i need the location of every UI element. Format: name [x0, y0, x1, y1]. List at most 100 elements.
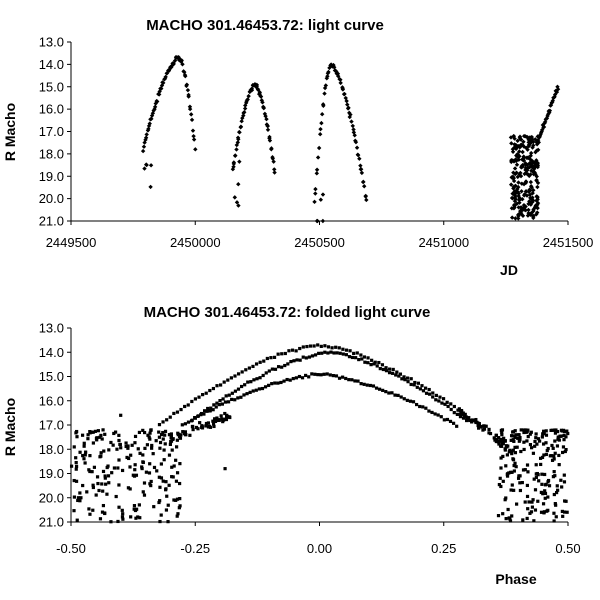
data-point	[151, 108, 156, 113]
data-point	[163, 74, 168, 80]
data-point	[191, 424, 195, 429]
data-point	[121, 517, 125, 521]
data-point	[523, 179, 529, 184]
data-point	[452, 404, 456, 409]
data-point	[145, 443, 150, 447]
data-point	[525, 213, 531, 218]
data-point	[551, 446, 555, 450]
y-tick-label: 17.0	[39, 418, 64, 433]
data-point	[75, 435, 79, 439]
data-point	[257, 387, 261, 391]
data-point	[332, 351, 336, 355]
data-point	[166, 520, 170, 524]
data-point	[181, 430, 185, 434]
data-point	[561, 450, 565, 455]
data-point	[357, 357, 361, 362]
data-point	[342, 91, 347, 97]
data-point	[136, 515, 140, 519]
data-point	[552, 511, 556, 515]
data-point	[534, 140, 539, 145]
data-point	[116, 466, 120, 470]
data-point	[344, 348, 349, 352]
data-point	[400, 377, 404, 381]
data-point	[564, 435, 568, 439]
data-point	[270, 367, 275, 371]
data-point	[511, 159, 517, 164]
data-point	[437, 399, 441, 403]
data-point	[526, 434, 530, 439]
data-point	[106, 474, 111, 478]
data-point	[484, 424, 488, 428]
data-point	[539, 462, 543, 467]
data-point	[74, 464, 79, 469]
data-point	[332, 65, 337, 70]
data-point	[544, 441, 548, 445]
y-tick-label: 16.0	[39, 393, 64, 408]
data-point	[522, 440, 526, 444]
data-point	[183, 404, 187, 409]
data-point	[157, 435, 162, 439]
data-point	[526, 207, 531, 213]
data-point	[159, 86, 164, 91]
data-point	[134, 473, 139, 477]
folded-ylabel: R Macho	[2, 398, 18, 456]
data-point	[174, 479, 179, 483]
data-point	[193, 147, 198, 152]
data-point	[144, 132, 149, 137]
data-point	[366, 356, 370, 360]
data-point	[107, 481, 111, 485]
data-point	[510, 452, 514, 456]
data-point	[301, 345, 305, 349]
data-point	[219, 414, 223, 418]
data-point	[375, 364, 379, 368]
data-point	[110, 471, 114, 475]
data-point	[96, 429, 100, 433]
data-point	[241, 113, 246, 118]
data-point	[527, 192, 533, 197]
data-point	[384, 369, 389, 373]
data-point	[344, 98, 349, 104]
x-tick-label: -0.25	[180, 541, 210, 556]
data-point	[524, 428, 528, 432]
data-point	[196, 414, 200, 418]
light-curve-xlabel: JD	[500, 262, 518, 278]
data-point	[117, 458, 121, 462]
data-point	[381, 388, 385, 392]
data-point	[169, 435, 173, 439]
data-point	[347, 355, 352, 359]
data-point	[518, 488, 523, 493]
data-point	[487, 427, 491, 432]
data-point	[143, 446, 147, 450]
data-point	[411, 400, 416, 404]
data-point	[533, 439, 537, 444]
data-point	[436, 413, 440, 417]
data-point	[142, 430, 147, 435]
data-point	[526, 142, 532, 147]
data-point	[517, 433, 521, 437]
data-point	[91, 441, 95, 445]
data-point	[76, 496, 81, 500]
data-point	[445, 400, 449, 404]
data-point	[167, 453, 172, 457]
data-point	[186, 420, 191, 424]
data-point	[531, 451, 536, 455]
data-point	[510, 483, 514, 487]
data-point	[316, 373, 320, 377]
data-point	[167, 483, 171, 487]
data-point	[97, 488, 101, 493]
folded-xlabel: Phase	[495, 571, 536, 587]
data-point	[208, 388, 212, 393]
data-point	[169, 63, 175, 68]
data-point	[512, 488, 516, 492]
data-point	[157, 423, 162, 427]
data-point	[230, 397, 234, 402]
data-point	[458, 412, 463, 417]
data-point	[538, 456, 543, 460]
data-point	[88, 431, 92, 435]
data-point	[300, 376, 305, 380]
data-point	[559, 478, 563, 482]
data-point	[170, 448, 174, 452]
data-point	[526, 140, 531, 145]
light-curve-title: MACHO 301.46453.72: light curve	[146, 17, 384, 34]
data-point	[513, 461, 517, 465]
